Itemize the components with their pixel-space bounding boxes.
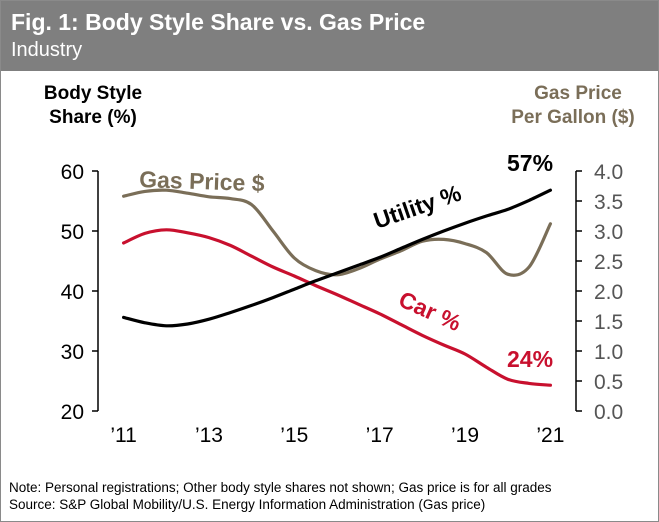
x-axis-tick-label: ’15 — [280, 424, 308, 447]
left-axis-tick-label: 20 — [61, 401, 84, 424]
right-axis-tick-label: 3.0 — [594, 221, 623, 244]
series-lines — [122, 188, 552, 387]
left-axis-label-line-1: Body Style — [44, 83, 142, 104]
x-axis-tick-label: ’21 — [536, 424, 564, 447]
right-axis-tick-label: 0.0 — [594, 401, 623, 424]
figure-notes: Note: Personal registrations; Other body… — [9, 479, 552, 513]
utility-series-label: Utility % — [370, 180, 464, 234]
gas-price-series-label: Gas Price $ — [139, 166, 265, 196]
right-axis-tick-label: 2.0 — [594, 281, 623, 304]
series-labels: Gas Price $ Utility % Car % 57% 24% — [139, 150, 553, 372]
axis-labels: Body Style Share (%) Gas Price Per Gallo… — [44, 83, 635, 128]
utility-line — [122, 188, 552, 328]
x-axis-tick-label: ’13 — [195, 424, 223, 447]
left-axis-tick-label: 30 — [61, 341, 84, 364]
right-axis-tick-label: 1.5 — [594, 311, 623, 334]
axes: 60 50 40 30 20 4.0 3.5 3.0 2.5 2.0 1.5 1.0 0.5 0.0 ’11… — [61, 161, 624, 447]
car-end-value-label: 24% — [507, 346, 553, 372]
note-text: Note: Personal registrations; Other body… — [9, 480, 552, 495]
figure-title: Fig. 1: Body Style Share vs. Gas Price — [11, 9, 426, 35]
right-axis-tick-label: 1.0 — [594, 341, 623, 364]
right-axis-tick-label: 3.5 — [594, 191, 623, 214]
right-axis-tick-label: 2.5 — [594, 251, 623, 274]
left-axis-tick-label: 50 — [61, 221, 84, 244]
source-text: Source: S&P Global Mobility/U.S. Energy … — [9, 497, 486, 512]
x-axis-tick-label: ’11 — [110, 424, 136, 447]
gas-price-line — [122, 188, 552, 277]
figure-subtitle: Industry — [11, 39, 83, 61]
x-axis-tick-label: ’17 — [366, 424, 394, 447]
x-axis-tick-label: ’19 — [451, 424, 479, 447]
right-axis-tick-label: 4.0 — [594, 161, 623, 184]
left-axis-label-line-2: Share (%) — [49, 107, 137, 128]
line-chart: Body Style Share (%) Gas Price Per Gallo… — [44, 83, 635, 447]
left-axis-tick-label: 40 — [61, 281, 84, 304]
right-axis-label-line-1: Gas Price — [534, 83, 622, 104]
car-line — [122, 228, 552, 387]
figure-header: Fig. 1: Body Style Share vs. Gas Price I… — [1, 1, 658, 71]
left-axis-tick-label: 60 — [61, 161, 84, 184]
right-axis-label-line-2: Per Gallon ($) — [511, 107, 635, 128]
utility-end-value-label: 57% — [507, 150, 553, 176]
right-axis-tick-label: 0.5 — [594, 371, 623, 394]
